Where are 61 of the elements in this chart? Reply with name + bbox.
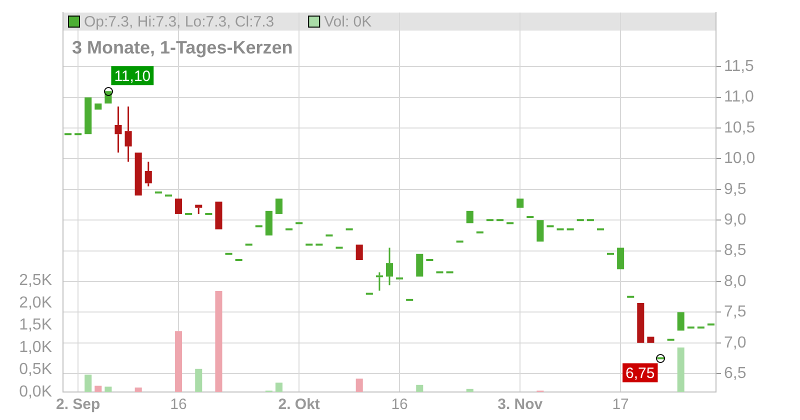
- bar: [356, 378, 363, 392]
- candlestick: [275, 198, 283, 214]
- y-tick-label: 10,0: [724, 150, 756, 168]
- candlestick: [617, 248, 624, 270]
- y-tick-label: 9,0: [724, 212, 746, 229]
- candlestick: [677, 312, 684, 331]
- bar: [275, 382, 283, 392]
- y-tick-label: 9,5: [724, 180, 746, 198]
- candlestick: [94, 103, 102, 110]
- candlestick: [386, 246, 394, 286]
- bar: [104, 386, 112, 392]
- bar: [466, 388, 474, 392]
- x-tick-label: 3. Nov: [498, 396, 544, 414]
- y-tick-label: 6,5: [724, 364, 746, 382]
- bar: [195, 368, 202, 392]
- y2-tick-label: 1,5K: [19, 316, 52, 334]
- legend-label: Op:7.3, Hi:7.3, Lo:7.3, Cl:7.3: [84, 14, 274, 31]
- candlestick: [84, 97, 92, 134]
- x-tick-label: 2. Okt: [278, 396, 320, 414]
- y2-tick-label: 1,0K: [19, 338, 52, 356]
- y2-tick-label: 2,5K: [19, 272, 52, 290]
- x-tick-label: 2. Sep: [56, 396, 100, 414]
- bar: [134, 388, 142, 392]
- legend-label: Vol: 0K: [324, 14, 372, 31]
- bar: [84, 374, 92, 392]
- text: 3 Monate, 1-Tages-Kerzen: [72, 38, 293, 58]
- y-tick-label: 7,5: [724, 304, 746, 321]
- candlestick: [637, 302, 644, 343]
- bar: [416, 384, 424, 392]
- candlestick: [134, 152, 142, 196]
- candlestick: [466, 210, 474, 224]
- y-tick-label: 11,5: [724, 58, 754, 76]
- candlestick: [124, 106, 132, 163]
- y-tick-label: 10,5: [724, 119, 756, 136]
- y-tick-label: 8,5: [724, 242, 746, 260]
- bar: [677, 348, 684, 392]
- candlestick: [536, 220, 544, 242]
- candlestick: [516, 198, 524, 208]
- candlestick: [175, 198, 182, 214]
- candlestick: [647, 336, 654, 343]
- candlestick: [215, 202, 222, 230]
- y-tick-label: 11,0: [724, 88, 754, 106]
- x-tick-label: 17: [612, 396, 629, 414]
- candlestick: [144, 161, 152, 188]
- x-tick-label: 16: [391, 396, 408, 414]
- y2-tick-label: 0,0K: [19, 383, 52, 400]
- candlestick: [265, 210, 272, 236]
- bar: [94, 386, 102, 392]
- candlestick: [195, 204, 202, 215]
- annotation: 6,75: [626, 364, 655, 382]
- y-tick-label: 7,0: [724, 334, 746, 352]
- annotation: 11,10: [114, 68, 151, 85]
- y2-tick-label: 0,5K: [19, 361, 52, 378]
- x-tick-label: 16: [170, 396, 187, 414]
- candlestick: [416, 254, 424, 277]
- bar: [215, 291, 222, 392]
- y-tick-label: 8,0: [724, 272, 746, 290]
- candlestick: [356, 244, 363, 260]
- y2-tick-label: 2,0K: [19, 294, 52, 312]
- bar: [175, 331, 182, 392]
- candlestick: [114, 106, 122, 154]
